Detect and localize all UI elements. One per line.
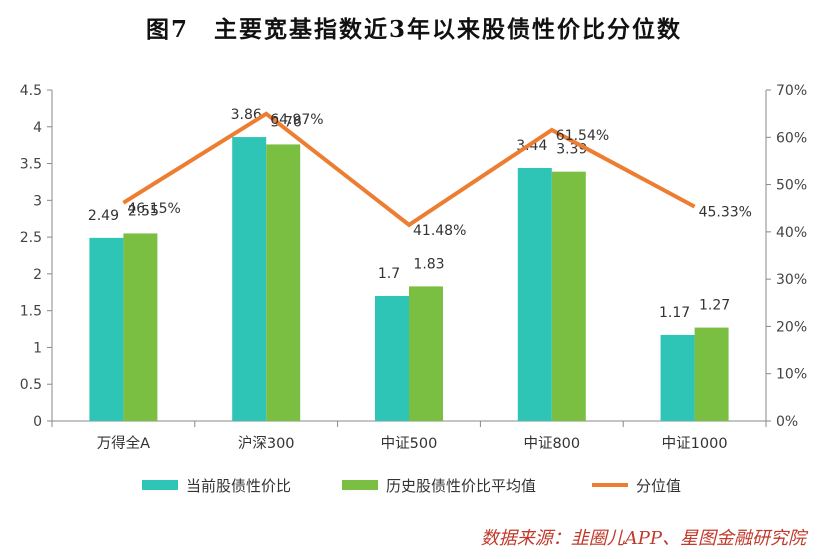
y-right-tick-label: 20% <box>776 319 807 335</box>
percentile-line <box>122 111 696 228</box>
legend-label: 分位值 <box>636 477 681 495</box>
y-left-tick-label: 2 <box>33 267 42 283</box>
bar-data-label: 1.27 <box>699 298 730 314</box>
bar <box>409 286 443 421</box>
legend-label: 当前股债性价比 <box>186 477 291 495</box>
y-right-tick-label: 70% <box>776 83 807 99</box>
bar-data-label: 1.83 <box>413 256 444 272</box>
line-data-label: 46.15% <box>127 201 180 217</box>
bar-data-label: 1.17 <box>659 305 690 321</box>
bar <box>660 334 695 421</box>
y-left-tick-label: 4 <box>33 120 42 136</box>
y-right-tick-label: 0% <box>776 414 798 430</box>
source-note: 数据来源：韭圈儿APP、星图金融研究院 <box>480 528 806 549</box>
line-data-label: 64.97% <box>270 112 323 128</box>
legend-swatch <box>342 480 378 490</box>
bar <box>551 171 586 421</box>
bar <box>375 295 409 421</box>
bar <box>89 237 124 421</box>
chart-title: 图7 主要宽基指数近3年以来股债性价比分位数 <box>145 16 682 43</box>
line-data-label: 61.54% <box>556 128 609 144</box>
legend-swatch <box>142 480 178 490</box>
bar <box>517 167 552 421</box>
x-tick-label: 中证800 <box>523 435 580 452</box>
legend-label: 历史股债性价比平均值 <box>386 477 536 495</box>
y-right-tick-label: 10% <box>776 367 807 383</box>
x-tick-label: 沪深300 <box>238 435 295 452</box>
bar-data-label: 3.39 <box>556 142 587 158</box>
y-left-tick-label: 1 <box>33 340 42 356</box>
x-tick-label: 万得全A <box>97 434 150 452</box>
bar-data-label: 3.76 <box>271 114 302 130</box>
bar-data-label: 1.7 <box>378 266 400 282</box>
line-data-label: 41.48% <box>413 223 466 239</box>
y-left-tick-label: 3.5 <box>20 157 42 173</box>
bar <box>123 233 158 421</box>
x-tick-label: 中证500 <box>381 435 438 452</box>
y-left-tick-label: 1.5 <box>20 304 42 320</box>
y-left-tick-label: 0.5 <box>20 377 42 393</box>
y-right-tick-label: 30% <box>776 272 807 288</box>
y-right-tick-label: 50% <box>776 178 807 194</box>
bar <box>266 144 301 422</box>
x-tick-label: 中证1000 <box>662 435 728 452</box>
y-left-tick-label: 4.5 <box>20 83 42 99</box>
bar <box>694 327 729 421</box>
bar-data-label: 2.55 <box>128 203 159 219</box>
y-left-tick-label: 2.5 <box>20 230 42 246</box>
y-right-tick-label: 60% <box>776 130 807 146</box>
bar <box>232 137 267 421</box>
y-right-tick-label: 40% <box>776 225 807 241</box>
y-left-tick-label: 0 <box>33 414 42 430</box>
y-left-tick-label: 3 <box>33 193 42 209</box>
line-data-label: 45.33% <box>699 205 752 221</box>
bar-data-label: 2.49 <box>88 208 119 224</box>
